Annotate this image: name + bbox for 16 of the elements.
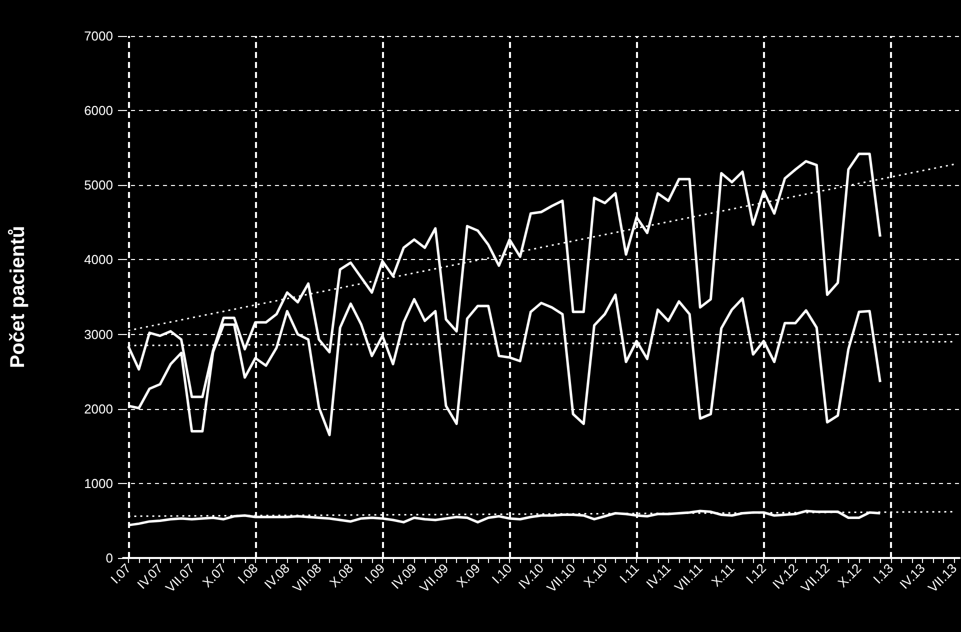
x-tick-label: I.13 bbox=[870, 560, 896, 587]
y-tick-label: 5000 bbox=[84, 178, 113, 193]
y-tick-label: 7000 bbox=[84, 28, 113, 44]
y-tick-label: 1000 bbox=[84, 476, 113, 491]
y-axis-title: Počet pacientů bbox=[7, 226, 29, 368]
y-tick-label: 6000 bbox=[84, 103, 113, 118]
y-tick-label: 0 bbox=[106, 550, 113, 566]
x-tick-label: I.08 bbox=[234, 560, 261, 587]
y-tick-label: 3000 bbox=[84, 326, 113, 342]
x-tick-label: I.12 bbox=[743, 560, 769, 587]
y-tick-label: 4000 bbox=[84, 252, 113, 268]
y-tick-label: 2000 bbox=[84, 401, 113, 416]
x-tick-label: I.11 bbox=[616, 560, 642, 586]
x-tick-label: I.10 bbox=[488, 560, 515, 587]
x-tick-label: I.09 bbox=[362, 560, 388, 587]
x-tick-label: X.11 bbox=[708, 560, 738, 590]
